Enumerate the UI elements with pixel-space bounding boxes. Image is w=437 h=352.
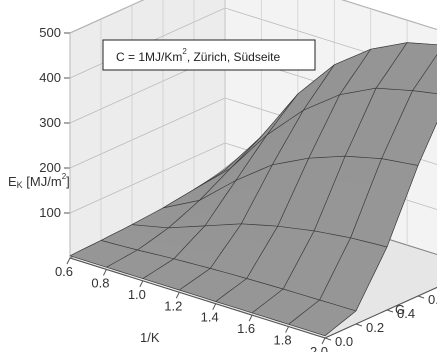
z-tick-label: 100 [39,205,61,220]
mesh-line-x [324,121,437,337]
svg-text:C = 1MJ/Km2, Zürich, Südseite: C = 1MJ/Km2, Zürich, Südseite [116,47,281,64]
x-tick-mark [285,326,290,333]
y-tick-mark [417,295,425,299]
y-tick-label: 0.2 [366,320,384,335]
x-tick-label: 1.0 [128,287,146,302]
mesh-line-x [288,54,437,325]
x-tick-mark [248,314,253,322]
y-tick-mark [386,309,394,313]
x-tick-mark [321,337,326,345]
x-axis-line [69,257,326,339]
x-tick-mark [212,303,217,310]
mesh-line-y [69,255,326,337]
z-axis-title-mid: [MJ/m [23,174,62,189]
y-tick-mark [324,337,332,341]
x-tick-mark [175,292,180,299]
z-axis-title: EK [MJ/m2] [8,172,70,190]
z-axis-title-prefix: E [8,174,17,189]
y-tick-label: 0.0 [335,334,353,349]
y-tick-label: 0.6 [428,292,437,307]
x-tick-label: 1.4 [201,310,219,325]
x-tick-mark [66,257,71,265]
annotation-sup: 2 [182,47,187,56]
mesh-line-y [224,42,437,171]
z-tick-label: 300 [39,115,61,130]
x-tick-label: 1.8 [274,333,292,348]
z-tick-label: 200 [39,160,61,175]
mesh-line-y [193,87,437,190]
annotation-suffix: , Zürich, Südseite [187,50,281,64]
mesh-line-x [142,93,299,279]
y-axis-title: G [395,302,405,317]
y-tick-label: 0.4 [397,306,415,321]
annotation-prefix: C = 1MJ/Km [116,50,182,64]
x-tick-label: 1.6 [237,321,255,336]
axis-labels: 100 200 300 400 500 0.6 0.8 1.0 1.2 1.4 1.6 1.8 2.0 0… [39,25,437,352]
surface-mesh [69,42,437,337]
mesh-line-y [100,240,357,312]
x-tick-mark [139,280,144,288]
mesh-line-x [106,136,262,268]
mesh-line-y [131,223,388,248]
annotation-box: C = 1MJ/Km2, Zürich, Südseite [102,39,316,71]
x-tick-label: 0.6 [55,264,73,279]
z-gridline [69,0,437,34]
x-axis-title: 1/K [140,330,160,345]
z-axis-title-sub: K [17,180,23,190]
mesh-line-y [162,155,419,209]
z-tick-label: 500 [39,25,61,40]
x-tick-label: 2.0 [310,344,328,352]
x-tick-mark [102,269,107,276]
x-tick-label: 0.8 [91,275,109,290]
z-axis-title-sup: 2 [62,172,67,181]
x-tick-label: 1.2 [164,298,182,313]
z-tick-label: 400 [39,70,61,85]
mesh-line-x [251,42,408,314]
y-tick-mark [355,323,363,327]
mesh-line-x [179,64,335,291]
z-axis-title-suffix: ] [66,174,70,189]
mesh-line-x [215,49,371,302]
y-axis-line [324,286,437,339]
